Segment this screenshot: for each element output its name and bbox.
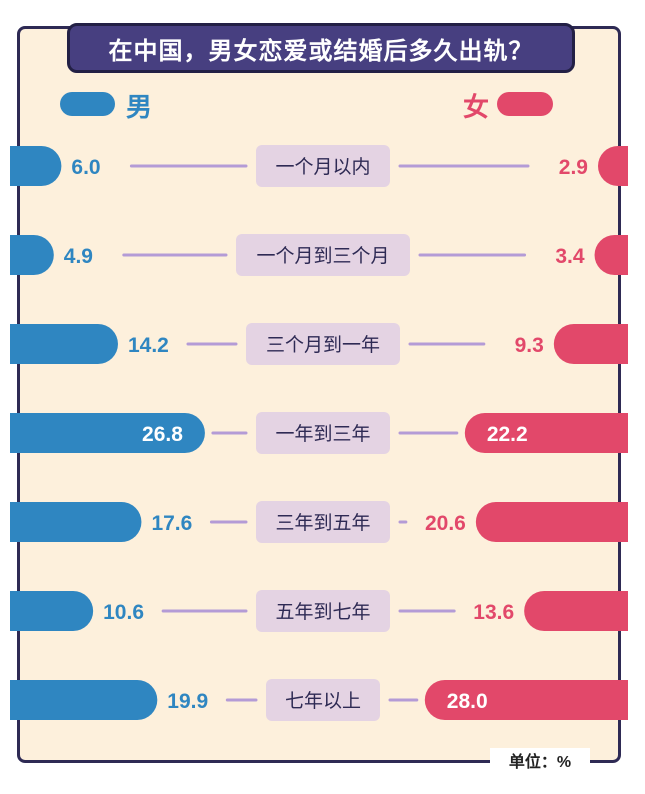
chart-title: 在中国，男女恋爱或结婚后多久出轨？ [67, 23, 575, 73]
category-box [236, 234, 410, 276]
male-bar [10, 413, 205, 453]
female-bar [424, 680, 628, 720]
legend-female-swatch [497, 92, 553, 116]
female-bar [524, 591, 628, 631]
male-bar [10, 146, 62, 186]
female-bar [475, 502, 628, 542]
male-bar [10, 502, 142, 542]
female-value-label: 9.3 [515, 334, 544, 357]
female-bar [553, 324, 628, 364]
category-box [256, 590, 390, 632]
female-value-label: 20.6 [425, 512, 466, 535]
female-value-label: 22.2 [487, 423, 528, 446]
male-value-label: 14.2 [128, 334, 169, 357]
category-label: 七年以上 [285, 690, 361, 712]
male-value-label: 17.6 [151, 512, 192, 535]
category-label: 五年到七年 [275, 601, 370, 623]
legend-male-swatch [60, 92, 115, 116]
category-label: 三个月到一年 [266, 334, 380, 356]
category-box [256, 412, 390, 454]
female-value-label: 13.6 [473, 601, 514, 624]
category-box [246, 323, 400, 365]
category-box [266, 679, 380, 721]
female-bar [597, 146, 628, 186]
category-label: 三年到五年 [275, 512, 370, 534]
male-bar [10, 235, 54, 275]
male-bar [10, 591, 94, 631]
male-bar [10, 324, 118, 364]
category-box [256, 145, 390, 187]
legend-female-label: 女 [463, 92, 490, 122]
unit-label: 单位：% [490, 748, 590, 772]
male-value-label: 6.0 [71, 156, 100, 179]
female-bar [594, 235, 628, 275]
male-bar [10, 680, 158, 720]
category-label: 一个月到三个月 [256, 245, 389, 267]
male-value-label: 19.9 [167, 690, 208, 713]
female-value-label: 3.4 [555, 245, 585, 268]
category-label: 一年到三年 [275, 423, 370, 445]
female-bar [464, 413, 628, 453]
legend-male-label: 男 [126, 92, 153, 122]
female-value-label: 2.9 [559, 156, 588, 179]
category-box [256, 501, 390, 543]
male-value-label: 4.9 [64, 245, 93, 268]
male-value-label: 10.6 [103, 601, 144, 624]
category-label: 一个月以内 [275, 156, 370, 178]
female-value-label: 28.0 [447, 690, 488, 713]
male-value-label: 26.8 [142, 423, 183, 446]
